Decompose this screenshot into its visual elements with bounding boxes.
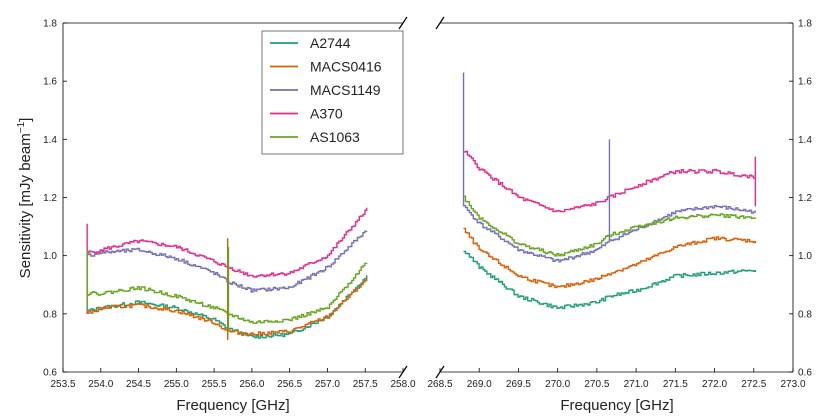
y-tick-label: 0.6 [798, 368, 812, 379]
y-tick-label: 1.0 [43, 251, 57, 262]
y-tick-label: 0.6 [43, 368, 57, 379]
axis-break-mark [435, 365, 445, 379]
legend-item-as1063: AS1063 [270, 129, 360, 145]
y-tick-label: 1.4 [43, 135, 57, 146]
y-tick-label: 1.2 [798, 193, 812, 204]
series-line-as1063-left [87, 262, 368, 324]
x-tick-label: 270.0 [545, 379, 570, 390]
x-tick-label: 257.0 [315, 379, 340, 390]
legend-label: MACS1149 [310, 82, 381, 98]
x-tick-label: 256.5 [277, 379, 302, 390]
legend-label: AS1063 [310, 129, 360, 145]
x-tick-label: 272.5 [741, 379, 766, 390]
x-tick-label: 271.5 [663, 379, 688, 390]
legend-label: A370 [310, 106, 343, 122]
x-tick-label: 254.0 [88, 379, 113, 390]
legend-item-a2744: A2744 [270, 35, 351, 51]
series-line-macs0416-left [87, 277, 368, 336]
y-tick-label: 1.6 [798, 77, 812, 88]
x-tick-label: 272.0 [702, 379, 727, 390]
legend: A2744 MACS0416 MACS1149 A370 AS1063 [261, 30, 404, 155]
x-tick-label: 268.5 [427, 379, 452, 390]
y-axis-label: Sensitivity [mJy beam−1] [16, 118, 34, 279]
x-tick-label: 273.0 [780, 379, 805, 390]
legend-item-macs0416: MACS0416 [270, 59, 382, 75]
x-tick-label: 269.5 [506, 379, 531, 390]
panels-layer: 253.5 254.0 254.5 255.0 255.5 256.0 256.5 257.0… [43, 16, 812, 391]
x-tick-label: 258.0 [390, 379, 415, 390]
x-tick-label: 255.0 [164, 379, 189, 390]
x-tick-label: 254.5 [126, 379, 151, 390]
x-tick-label: 270.5 [584, 379, 609, 390]
y-axis-label-sup: −1 [16, 121, 27, 133]
y-tick-label: 1.0 [798, 251, 812, 262]
y-tick-label: 1.6 [43, 77, 57, 88]
panel-right: 268.5 269.0 269.5 270.0 270.5 271.0 271.5 272.0… [427, 19, 812, 391]
series-line-a2744-right [463, 250, 756, 310]
series-line-as1063-right [463, 195, 756, 257]
series-line-macs0416-right [463, 227, 756, 289]
series-line-macs1149-left [87, 230, 368, 293]
legend-label: A2744 [310, 35, 351, 51]
x-tick-label: 255.5 [202, 379, 227, 390]
axis-break-marks [398, 16, 445, 379]
x-tick-label: 253.5 [50, 379, 75, 390]
x-tick-label: 269.0 [467, 379, 492, 390]
x-axis-label-left: Frequency [GHz] [176, 397, 289, 414]
y-tick-label: 0.8 [43, 309, 57, 320]
panel-left: 253.5 254.0 254.5 255.0 255.5 256.0 256.5 257.0… [43, 19, 416, 391]
x-tick-label: 256.0 [239, 379, 264, 390]
legend-label: MACS0416 [310, 59, 382, 75]
legend-item-macs1149: MACS1149 [270, 82, 381, 98]
x-tick-label: 257.5 [353, 379, 378, 390]
y-tick-label: 1.2 [43, 193, 57, 204]
legend-frame [261, 30, 404, 155]
y-axis-label-close: ] [17, 118, 34, 122]
y-tick-label: 1.8 [798, 19, 812, 30]
axis-break-mark [435, 16, 445, 30]
series-line-a2744-left [87, 275, 368, 339]
lines-layer [86, 72, 757, 341]
y-axis-label-main: Sensitivity [mJy beam [17, 133, 34, 278]
y-tick-label: 1.8 [43, 19, 57, 30]
y-tick-label: 1.4 [798, 135, 812, 146]
series-line-a370-left [87, 207, 368, 278]
y-tick-label: 0.8 [798, 309, 812, 320]
axis-break-mark [398, 365, 408, 379]
axis-break-mark [398, 16, 408, 30]
legend-item-a370: A370 [270, 106, 343, 122]
x-axis-label-right: Frequency [GHz] [560, 397, 673, 414]
x-tick-label: 271.0 [624, 379, 649, 390]
